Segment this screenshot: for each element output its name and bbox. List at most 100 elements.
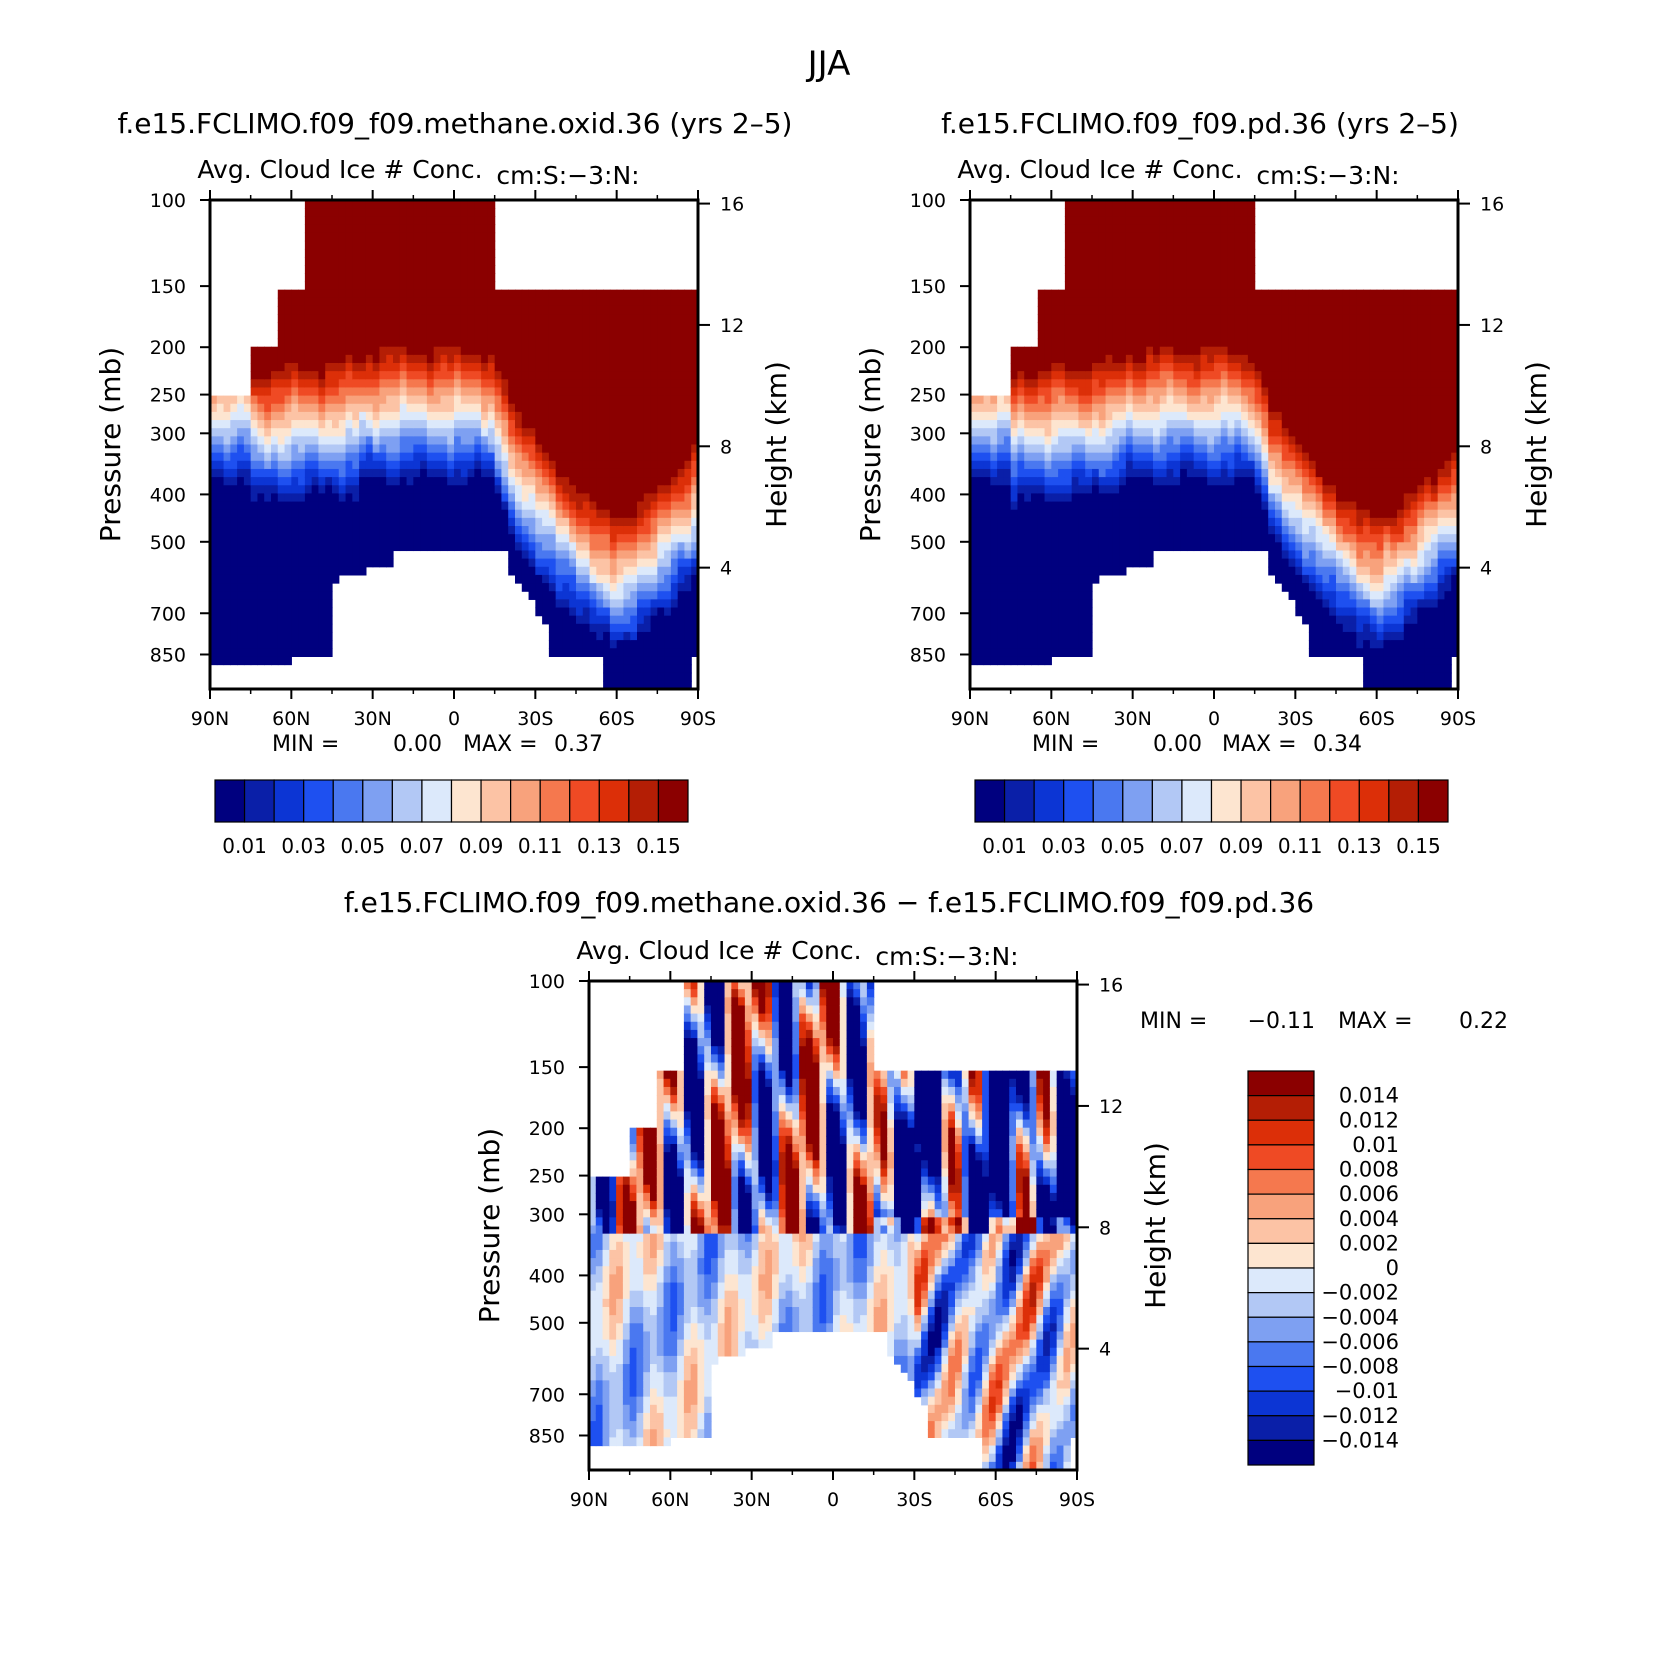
field-cell [1173,200,1181,209]
field-cell [1227,509,1235,519]
field-cell [1200,501,1208,511]
field-cell [413,526,421,535]
field-cell [677,631,686,641]
field-cell [1064,354,1073,364]
field-cell [216,501,225,511]
field-cell [1058,297,1066,307]
field-cell [271,493,279,503]
field-cell [454,281,462,291]
field-cell [318,281,326,291]
field-cell [983,501,991,511]
field-cell [467,403,475,413]
field-cell [576,640,584,649]
field-cell [1024,403,1032,413]
field-cell [467,493,475,503]
field-cell [291,363,299,372]
field-cell [1132,534,1141,543]
field-cell [365,558,374,568]
field-cell [399,501,408,511]
field-cell [318,224,326,234]
field-cell [1234,526,1242,535]
field-cell [345,322,353,331]
field-cell [230,420,238,429]
field-cell [216,493,225,503]
field-cell [542,574,550,584]
field-cell [596,534,604,543]
field-cell [264,460,272,470]
field-cell [379,371,387,380]
field-cell [548,583,557,592]
field-cell [433,436,442,446]
field-cell [650,509,658,519]
field-cell [569,631,577,641]
field-cell [1173,477,1181,486]
field-cell [237,468,245,478]
field-cell [1173,517,1181,527]
field-cell [643,379,652,389]
field-cell [684,314,692,323]
field-cell [1058,550,1066,560]
field-cell [454,403,462,413]
field-cell [257,501,265,511]
field-cell [284,615,292,625]
field-cell [535,468,543,478]
field-cell [677,550,686,560]
field-cell [216,526,225,535]
field-cell [379,477,387,486]
field-cell [1132,526,1141,535]
field-cell [1139,501,1147,511]
field-cell [481,501,489,511]
field-cell [630,680,638,690]
field-cell [643,395,652,405]
field-cell [345,354,353,364]
field-cell [393,428,401,437]
field-cell [515,542,523,552]
field-cell [1220,330,1229,340]
field-cell [210,558,218,568]
field-cell [1186,436,1195,446]
field-cell [1105,550,1113,560]
field-cell [298,640,306,649]
field-cell [691,615,699,625]
field-cell [650,648,658,657]
field-cell [569,452,577,462]
field-cell [230,436,238,446]
field-cell [562,574,570,584]
field-cell [277,322,286,331]
field-cell [311,289,320,299]
field-cell [420,346,428,356]
field-cell [1220,493,1229,503]
field-cell [1105,305,1113,315]
field-cell [1139,509,1147,519]
field-cell [1139,248,1147,258]
field-cell [304,640,313,649]
field-cell [1207,281,1215,291]
field-cell [603,395,611,405]
field-cell [332,566,340,576]
field-cell [1146,248,1154,258]
field-cell [1051,542,1059,552]
field-cell [433,330,442,340]
field-cell [589,607,597,617]
field-cell [318,371,326,380]
field-cell [1146,428,1154,437]
field-cell [372,387,381,397]
field-cell [420,273,428,283]
x-tick-label: 90S [680,708,716,730]
field-cell [372,363,381,372]
field-cell [650,420,658,429]
field-cell [237,403,245,413]
field-cell [970,517,978,527]
field-cell [521,566,530,576]
field-cell [1153,411,1161,421]
field-cell [1119,240,1127,250]
field-cell [970,599,978,609]
field-cell [1234,232,1242,242]
field-cell [223,403,231,413]
field-cell [603,346,611,356]
field-cell [1003,631,1012,641]
field-cell [609,566,618,576]
field-cell [609,322,618,331]
field-cell [210,607,218,617]
field-cell [501,477,509,486]
